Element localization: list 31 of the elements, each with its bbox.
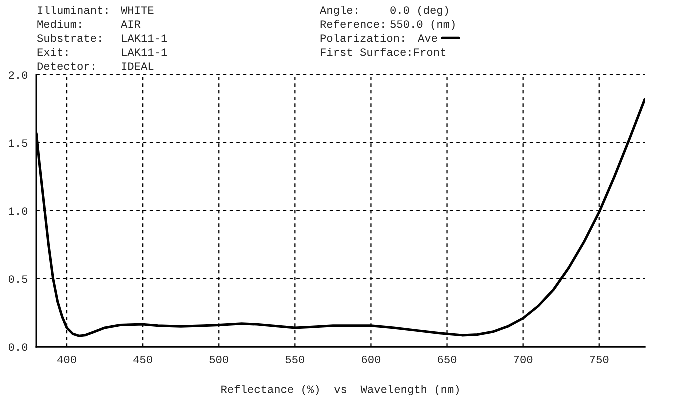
x-tick-label: 450: [134, 356, 152, 364]
text: LAK11-1: [122, 34, 168, 42]
text: 0.0 (deg): [390, 6, 448, 16]
x-tick-label: 500: [210, 356, 228, 364]
text: Angle:: [320, 6, 358, 16]
text: Reference:: [320, 20, 384, 28]
text: IDEAL: [122, 62, 154, 70]
text: AIR: [121, 20, 141, 28]
x-tick-label: 600: [362, 356, 381, 364]
y-tick-label: 1.0: [9, 208, 28, 216]
text: Medium:: [38, 20, 81, 28]
text: 550.0 (nm): [390, 20, 455, 30]
y-tick-label: 0.5: [8, 276, 28, 284]
text: Detector:: [38, 62, 94, 70]
text: WHITE: [121, 6, 154, 14]
text: LAK11-1: [122, 48, 168, 56]
x-tick-label: 550: [286, 356, 304, 364]
text: Polarization:: [320, 34, 404, 42]
y-tick-label: 0.0: [8, 344, 28, 352]
x-tick-label: 750: [590, 356, 609, 364]
x-tick-label: 400: [58, 356, 76, 364]
y-tick-label: 2.0: [9, 72, 28, 80]
text: Substrate:: [37, 34, 101, 42]
y-tick-label: 1.5: [9, 140, 28, 148]
x-tick-label: 700: [514, 356, 533, 364]
x-axis-title: Reflectance (%) vs Wavelength (nm): [222, 385, 459, 396]
text: First Surface:Front: [321, 48, 446, 56]
x-tick-label: 650: [438, 356, 457, 364]
text: Exit:: [38, 48, 68, 56]
text: Illuminant:: [38, 6, 108, 14]
legend-label: Ave: [418, 34, 438, 42]
